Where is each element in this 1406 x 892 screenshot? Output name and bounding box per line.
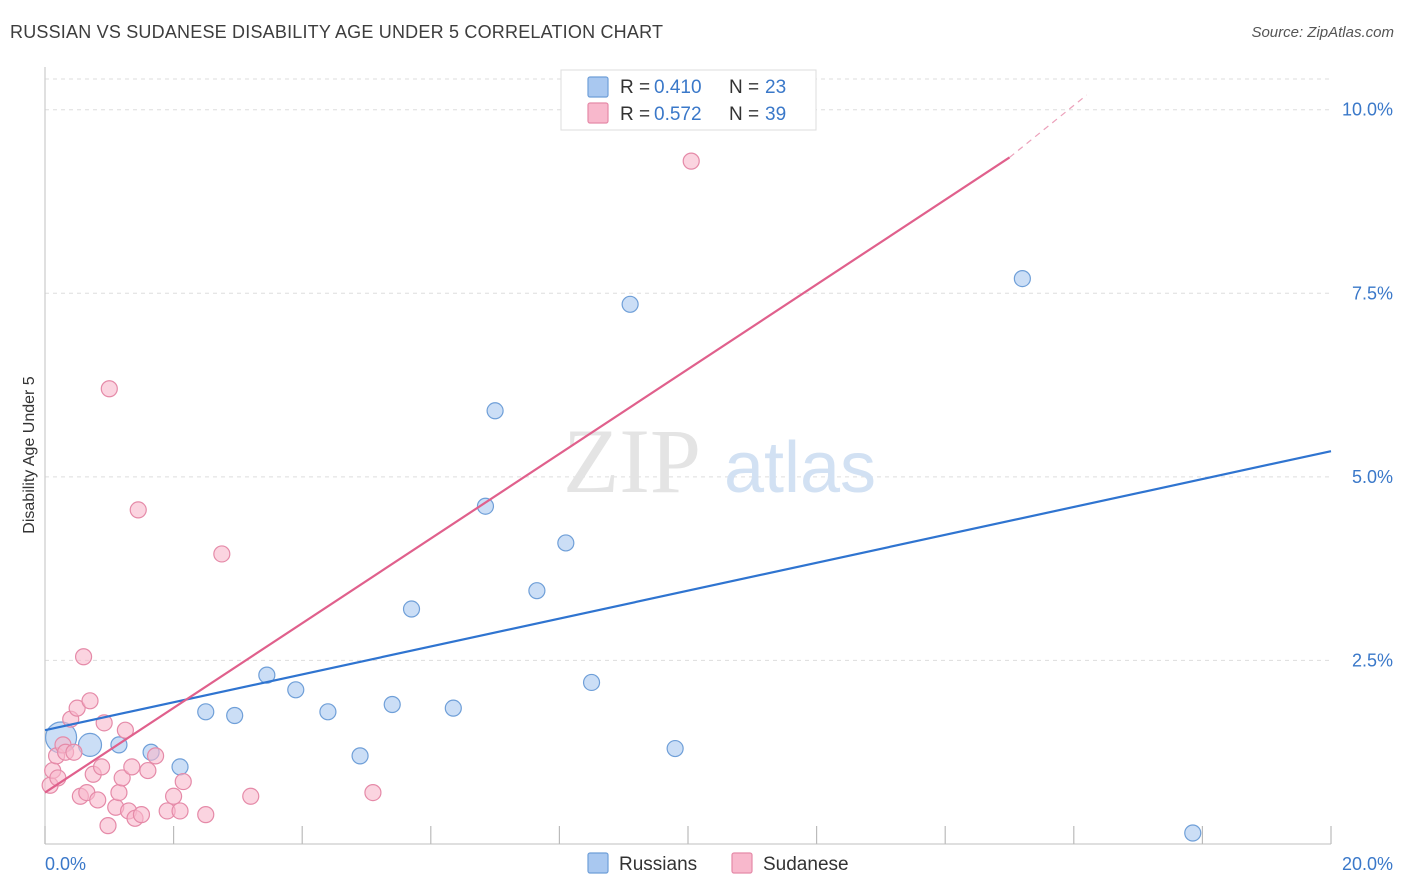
data-points [41,152,1202,842]
legend-sudanese-n-label: N = [729,104,759,125]
sudanese-point [132,806,151,824]
legend-bottom-russians-swatch [587,852,609,874]
sudanese-point [682,152,700,170]
sudanese-point [65,743,83,761]
russians-point [383,695,401,714]
x-tick-label: 0.0% [45,854,86,874]
russians-point [528,582,546,600]
russians-point [1184,824,1202,842]
russians-point [171,758,189,776]
y-tick-label: 2.5% [1352,650,1393,670]
watermark: ZIP atlas [563,410,876,512]
legend-bottom-sudanese-label: Sudanese [763,854,849,875]
sudanese-point [81,692,99,710]
russians-point [621,295,639,313]
sudanese-point [165,787,183,805]
russians-point [402,600,421,618]
russians-point [226,706,244,725]
x-tick-label: 20.0% [1342,854,1393,874]
sudanese-point [174,772,192,791]
sudanese-point [110,783,128,802]
source-attribution: Source: ZipAtlas.com [1251,24,1394,41]
sudanese-point [92,758,111,776]
sudanese-point [89,791,107,809]
legend-russians-n-label: N = [729,77,759,98]
sudanese-point [123,758,141,776]
russians-point [557,534,575,552]
russians-point [476,497,495,515]
legend-sudanese-r-label: R = [620,104,650,125]
russians-trend-line [44,450,1332,732]
legend-russians-r-value: 0.410 [654,77,702,98]
trend-lines [44,94,1332,794]
russians-point [319,703,337,721]
y-tick-label: 5.0% [1352,467,1393,487]
sudanese-point [171,802,189,820]
legend-sudanese-r-value: 0.572 [654,104,702,125]
sudanese-point [139,761,157,780]
sudanese-point [242,787,260,805]
sudanese-point [129,501,147,519]
russians-point [77,732,103,757]
watermark-atlas: atlas [724,428,876,508]
axes: 2.5% 5.0% 7.5% 10.0% 0.0% 20.0% [44,67,1393,874]
sudanese-trend-extension [1009,94,1088,158]
legend-russians-r-label: R = [620,77,650,98]
legend-russians-swatch [587,76,609,98]
sudanese-point [100,380,118,398]
russians-point [1013,270,1031,288]
y-tick-label: 7.5% [1352,283,1393,303]
sudanese-point [74,648,93,666]
chart-title: RUSSIAN VS SUDANESE DISABILITY AGE UNDER… [10,22,664,42]
sudanese-point [113,769,131,787]
legend-sudanese-n-value: 39 [765,104,786,125]
russians-point [197,703,215,721]
legend-series: Russians Sudanese [587,852,849,875]
sudanese-point [116,721,134,739]
y-tick-label: 10.0% [1342,100,1393,120]
russians-point [287,681,305,699]
sudanese-point [146,747,165,765]
russians-point [351,747,369,765]
legend-bottom-sudanese-swatch [731,852,753,874]
sudanese-point [99,817,117,835]
russians-point [666,739,684,758]
legend-russians-n-value: 23 [765,77,786,98]
sudanese-point [364,783,382,802]
sudanese-point [213,545,231,563]
legend-sudanese-swatch [587,102,609,124]
legend-bottom-russians-label: Russians [619,854,697,875]
y-axis-label: Disability Age Under 5 [21,376,38,534]
russians-point [486,402,504,420]
legend-stats: R = 0.410 N = 23 R = 0.572 N = 39 [560,69,817,131]
sudanese-point [197,806,215,824]
y-axis-label-group: Disability Age Under 5 [21,376,38,534]
sudanese-point [68,699,86,717]
russians-point [444,699,462,717]
sudanese-trend-line [44,156,1011,794]
watermark-zip: ZIP [563,410,701,512]
russians-point [582,673,601,692]
